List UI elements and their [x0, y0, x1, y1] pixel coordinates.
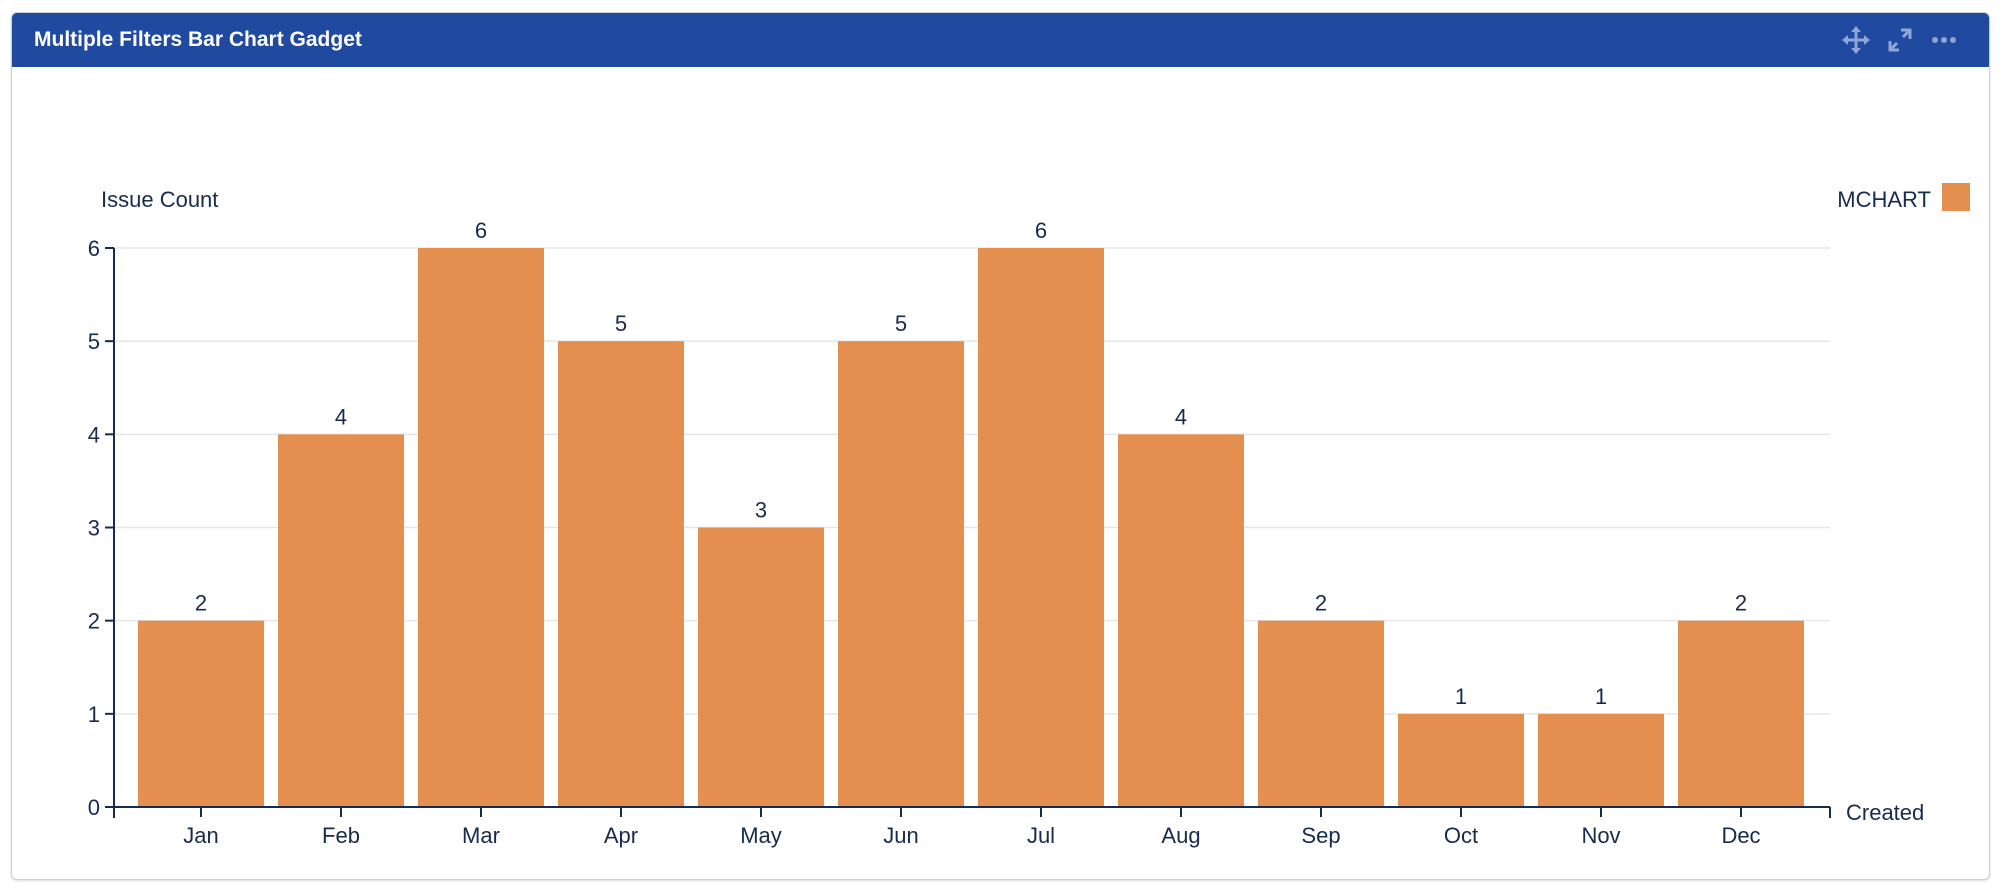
- y-tick-label: 6: [88, 236, 100, 261]
- bar-value-label: 1: [1595, 684, 1607, 709]
- bar-value-label: 2: [1735, 591, 1747, 616]
- x-tick-label: Dec: [1721, 823, 1760, 848]
- x-tick-label: Mar: [462, 823, 500, 848]
- bar-apr: [558, 341, 684, 807]
- bar-oct: [1398, 713, 1524, 807]
- bar-value-label: 2: [195, 591, 207, 616]
- move-icon[interactable]: [1841, 25, 1871, 55]
- bar-jul: [978, 248, 1104, 807]
- x-tick-label: Oct: [1444, 823, 1478, 848]
- bar-value-label: 1: [1455, 684, 1467, 709]
- y-tick-label: 5: [88, 329, 100, 354]
- bar-may: [698, 527, 824, 807]
- gadget-header: Multiple Filters Bar Chart Gadget: [12, 13, 1989, 67]
- x-tick-label: Aug: [1161, 823, 1200, 848]
- bar-jun: [838, 341, 964, 807]
- bar-feb: [278, 434, 404, 807]
- bar-value-label: 3: [755, 498, 767, 523]
- x-tick-label: Jun: [883, 823, 918, 848]
- bar-jan: [138, 620, 264, 807]
- x-tick-label: Feb: [322, 823, 360, 848]
- y-tick-label: 0: [88, 795, 100, 820]
- x-tick-label: Sep: [1301, 823, 1340, 848]
- bar-mar: [418, 248, 544, 807]
- x-tick-label: May: [740, 823, 782, 848]
- x-tick-label: Jan: [183, 823, 218, 848]
- y-axis-title: Issue Count: [101, 187, 218, 212]
- legend-label: MCHART: [1837, 187, 1931, 212]
- bar-value-label: 6: [475, 218, 487, 243]
- bar-value-label: 5: [895, 311, 907, 336]
- x-tick-label: Jul: [1027, 823, 1055, 848]
- more-icon[interactable]: [1929, 25, 1959, 55]
- y-tick-label: 3: [88, 516, 100, 541]
- bar-dec: [1678, 620, 1804, 807]
- bar-value-label: 4: [335, 404, 347, 429]
- y-tick-label: 4: [88, 422, 100, 447]
- y-tick-label: 2: [88, 609, 100, 634]
- bar-value-label: 4: [1175, 404, 1187, 429]
- bar-aug: [1118, 434, 1244, 807]
- gadget-title: Multiple Filters Bar Chart Gadget: [34, 28, 362, 51]
- x-axis-title: Created: [1846, 800, 1924, 825]
- bar-value-label: 2: [1315, 591, 1327, 616]
- x-tick-label: Apr: [604, 823, 638, 848]
- legend-swatch: [1942, 183, 1970, 211]
- bar-value-label: 5: [615, 311, 627, 336]
- bar-value-label: 6: [1035, 218, 1047, 243]
- expand-icon[interactable]: [1885, 25, 1915, 55]
- bar-sep: [1258, 620, 1384, 807]
- x-tick-label: Nov: [1581, 823, 1620, 848]
- bar-nov: [1538, 713, 1664, 807]
- y-tick-label: 1: [88, 702, 100, 727]
